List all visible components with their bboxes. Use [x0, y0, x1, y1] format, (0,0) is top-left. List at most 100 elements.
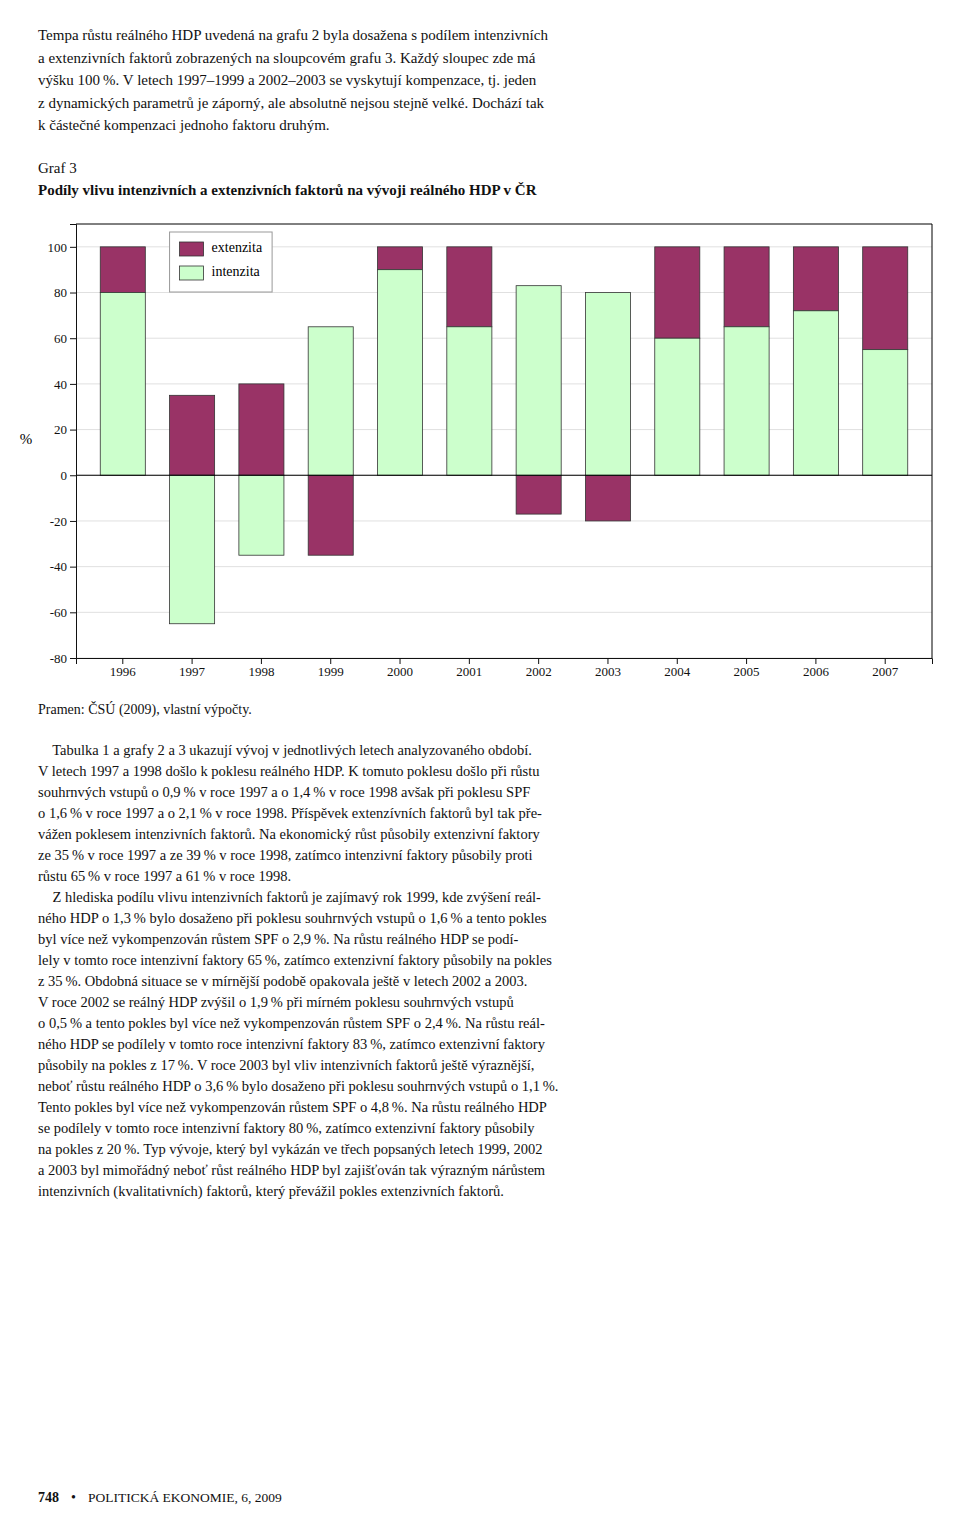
x-tick-label: 2000: [387, 664, 413, 679]
tick-mark: [746, 658, 747, 664]
tick-mark: [70, 384, 76, 385]
footer-separator: •: [71, 1490, 76, 1506]
bar: [308, 327, 353, 475]
legend-item: intenzita: [180, 264, 261, 280]
x-tick: 2001: [456, 658, 482, 679]
y-tick: 20: [54, 422, 76, 437]
tick-mark: [192, 658, 193, 664]
x-tick-label: 1998: [248, 664, 274, 679]
x-tick: 2004: [664, 658, 691, 679]
y-tick: 40: [54, 377, 76, 392]
x-tick-label: 2003: [595, 664, 621, 679]
tick-mark: [677, 658, 678, 664]
x-tick: 2006: [803, 658, 830, 679]
x-tick: 2002: [526, 658, 552, 679]
y-tick: 60: [54, 331, 76, 346]
y-tick: 100: [48, 240, 77, 255]
tick-mark: [469, 658, 470, 664]
y-tick-label: -80: [50, 651, 67, 666]
x-tick-label: 2006: [803, 664, 830, 679]
tick-mark: [70, 658, 76, 659]
bar: [724, 327, 769, 475]
tick-mark: [70, 338, 76, 339]
legend-label: extenzita: [212, 240, 263, 255]
bar: [170, 475, 215, 623]
y-tick: -20: [50, 514, 76, 529]
bar: [724, 247, 769, 327]
bar: [447, 327, 492, 475]
bar: [516, 286, 561, 476]
bars: [100, 247, 907, 624]
x-tick: 2000: [387, 658, 413, 679]
tick-mark: [400, 658, 401, 664]
x-tick-label: 2004: [664, 664, 691, 679]
bar: [239, 384, 284, 475]
frame-line: [76, 224, 932, 225]
bar-series: [100, 270, 907, 624]
x-tick: 2005: [734, 658, 760, 679]
x-tick-label: 1996: [110, 664, 137, 679]
y-tick-label: -20: [50, 514, 67, 529]
bar: [100, 293, 145, 476]
x-tick: 1997: [179, 658, 206, 679]
bar: [793, 311, 838, 475]
x-tick-label: 1997: [179, 664, 206, 679]
bar: [516, 475, 561, 514]
x-tick-label: 1999: [318, 664, 344, 679]
tick-mark: [70, 567, 76, 568]
footer-journal: POLITICKÁ EKONOMIE, 6, 2009: [88, 1490, 282, 1506]
tick-mark: [122, 658, 123, 664]
y-tick-label: 20: [54, 422, 67, 437]
bar-series: [100, 247, 907, 555]
bar: [863, 247, 908, 350]
bar: [170, 395, 215, 475]
tick-mark: [70, 430, 76, 431]
tick-mark: [70, 521, 76, 522]
tick-mark: [538, 658, 539, 664]
legend-swatch: [180, 266, 204, 280]
bar: [863, 350, 908, 476]
y-tick-label: -40: [50, 559, 67, 574]
tick-mark: [261, 658, 262, 664]
legend-box: [170, 232, 273, 292]
y-tick-label: 60: [54, 331, 67, 346]
axis-line: [77, 659, 933, 665]
y-tick: -40: [50, 559, 76, 574]
x-tick-label: 2002: [526, 664, 552, 679]
zero-line: [76, 475, 932, 476]
page: Tempa růstu reálného HDP uvedená na graf…: [0, 0, 960, 1536]
tick-mark: [70, 247, 76, 248]
y-axis: -80-60-40-20020406080100: [48, 225, 77, 666]
body-text: Tabulka 1 a grafy 2 a 3 ukazují vývoj v …: [38, 740, 559, 1202]
legend-label: intenzita: [212, 264, 261, 279]
bar: [585, 293, 630, 476]
legend: extenzita intenzita: [170, 232, 273, 292]
footer: 748 • POLITICKÁ EKONOMIE, 6, 2009: [38, 1490, 282, 1506]
footer-number: 748: [38, 1490, 59, 1506]
x-tick-label: 2005: [734, 664, 760, 679]
x-axis: 1996 1997 1998 1999 2000 2001 2002 2003 2004 2005…: [77, 658, 933, 679]
bar: [378, 270, 423, 476]
tick-mark: [330, 658, 331, 664]
tick-mark: [815, 658, 816, 664]
x-tick: 2003: [595, 658, 621, 679]
bar: [655, 247, 700, 338]
grid: [76, 247, 932, 658]
x-tick: 1998: [248, 658, 274, 679]
y-tick-label: -60: [50, 605, 67, 620]
top-text: Tempa růstu reálného HDP uvedená na graf…: [38, 24, 548, 137]
bar: [308, 475, 353, 555]
y-tick-label: 100: [48, 240, 68, 255]
tick-mark: [607, 658, 608, 664]
tick-mark: [70, 475, 76, 476]
y-tick-label: 40: [54, 377, 67, 392]
bar: [793, 247, 838, 311]
tick-mark: [885, 658, 886, 664]
plot: 1996 1997 1998 1999 2000 2001 2002 2003 2004 2005…: [20, 224, 933, 679]
bar: [447, 247, 492, 327]
bar: [585, 475, 630, 521]
y-tick: 0: [61, 468, 77, 483]
bar: [655, 338, 700, 475]
y-tick: -60: [50, 605, 76, 620]
frame-line: [932, 224, 933, 658]
